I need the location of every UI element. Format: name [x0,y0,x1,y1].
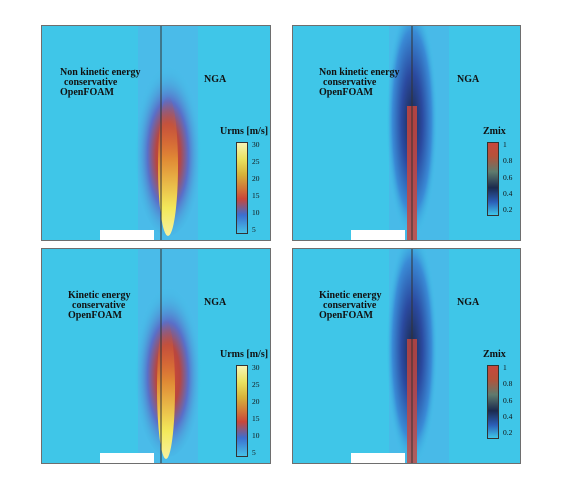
colorbar-tick: 20 [252,397,260,406]
method-label-line: Non kinetic energy [60,67,141,78]
nga-label: NGA [457,74,480,85]
method-label-line: OpenFOAM [319,310,373,321]
colorbar-tick: 0.8 [503,379,513,388]
nga-label: NGA [204,74,227,85]
nga-label: NGA [457,297,480,308]
colorbar-tick: 1 [503,363,507,372]
colorbar-title: Urms [m/s] [220,126,269,137]
nga-label: NGA [204,297,227,308]
urms-field-plot [42,26,270,240]
method-label-line: OpenFOAM [60,87,114,98]
colorbar-tick: 15 [252,191,260,200]
panel-bottom-right: Kinetic energy conservative OpenFOAM NGA… [292,248,521,464]
method-label-line: OpenFOAM [68,310,122,321]
method-label-line: conservative [72,300,126,311]
panel-bottom-left: Kinetic energy conservative OpenFOAM NGA… [41,248,271,464]
colorbar-tick: 0.2 [503,205,513,214]
urms-field-plot [42,249,270,463]
method-label: Non kinetic energy conservative OpenFOAM [60,68,141,98]
method-label: Non kinetic energy conservative OpenFOAM [319,68,400,98]
method-label-line: OpenFOAM [319,87,373,98]
colorbar-title: Zmix [483,349,506,360]
colorbar-tick: 10 [252,208,260,217]
method-label: Kinetic energy conservative OpenFOAM [319,291,381,321]
colorbar-tick: 0.6 [503,173,513,182]
colorbar-tick: 1 [503,140,507,149]
method-label-line: Non kinetic energy [319,67,400,78]
colorbar-tick: 25 [252,380,260,389]
colorbar-title: Urms [m/s] [220,349,269,360]
colorbar [487,142,499,216]
method-label-line: Kinetic energy [68,290,131,301]
colorbar-tick: 5 [252,225,256,234]
method-label-line: Kinetic energy [319,290,382,301]
zmix-field-plot [293,26,520,240]
method-label-line: conservative [323,77,377,88]
colorbar-tick: 0.4 [503,189,513,198]
colorbar-tick: 30 [252,140,260,149]
colorbar-tick: 0.2 [503,428,513,437]
nozzle-wall [351,453,405,463]
colorbar-tick: 10 [252,431,260,440]
colorbar [236,365,248,457]
nozzle-wall [100,453,154,463]
colorbar-tick: 20 [252,174,260,183]
colorbar-title: Zmix [483,126,506,137]
colorbar-tick: 5 [252,448,256,457]
colorbar-tick: 15 [252,414,260,423]
colorbar-tick: 0.8 [503,156,513,165]
nozzle-wall [351,230,405,240]
colorbar-tick: 0.4 [503,412,513,421]
panel-top-left: Non kinetic energy conservative OpenFOAM… [41,25,271,241]
method-label-line: conservative [64,77,118,88]
zmix-field-plot [293,249,520,463]
colorbar-tick: 30 [252,363,260,372]
colorbar-tick: 25 [252,157,260,166]
colorbar-tick: 0.6 [503,396,513,405]
colorbar [487,365,499,439]
panel-top-right: Non kinetic energy conservative OpenFOAM… [292,25,521,241]
colorbar [236,142,248,234]
nozzle-wall [100,230,154,240]
method-label: Kinetic energy conservative OpenFOAM [68,291,130,321]
method-label-line: conservative [323,300,377,311]
